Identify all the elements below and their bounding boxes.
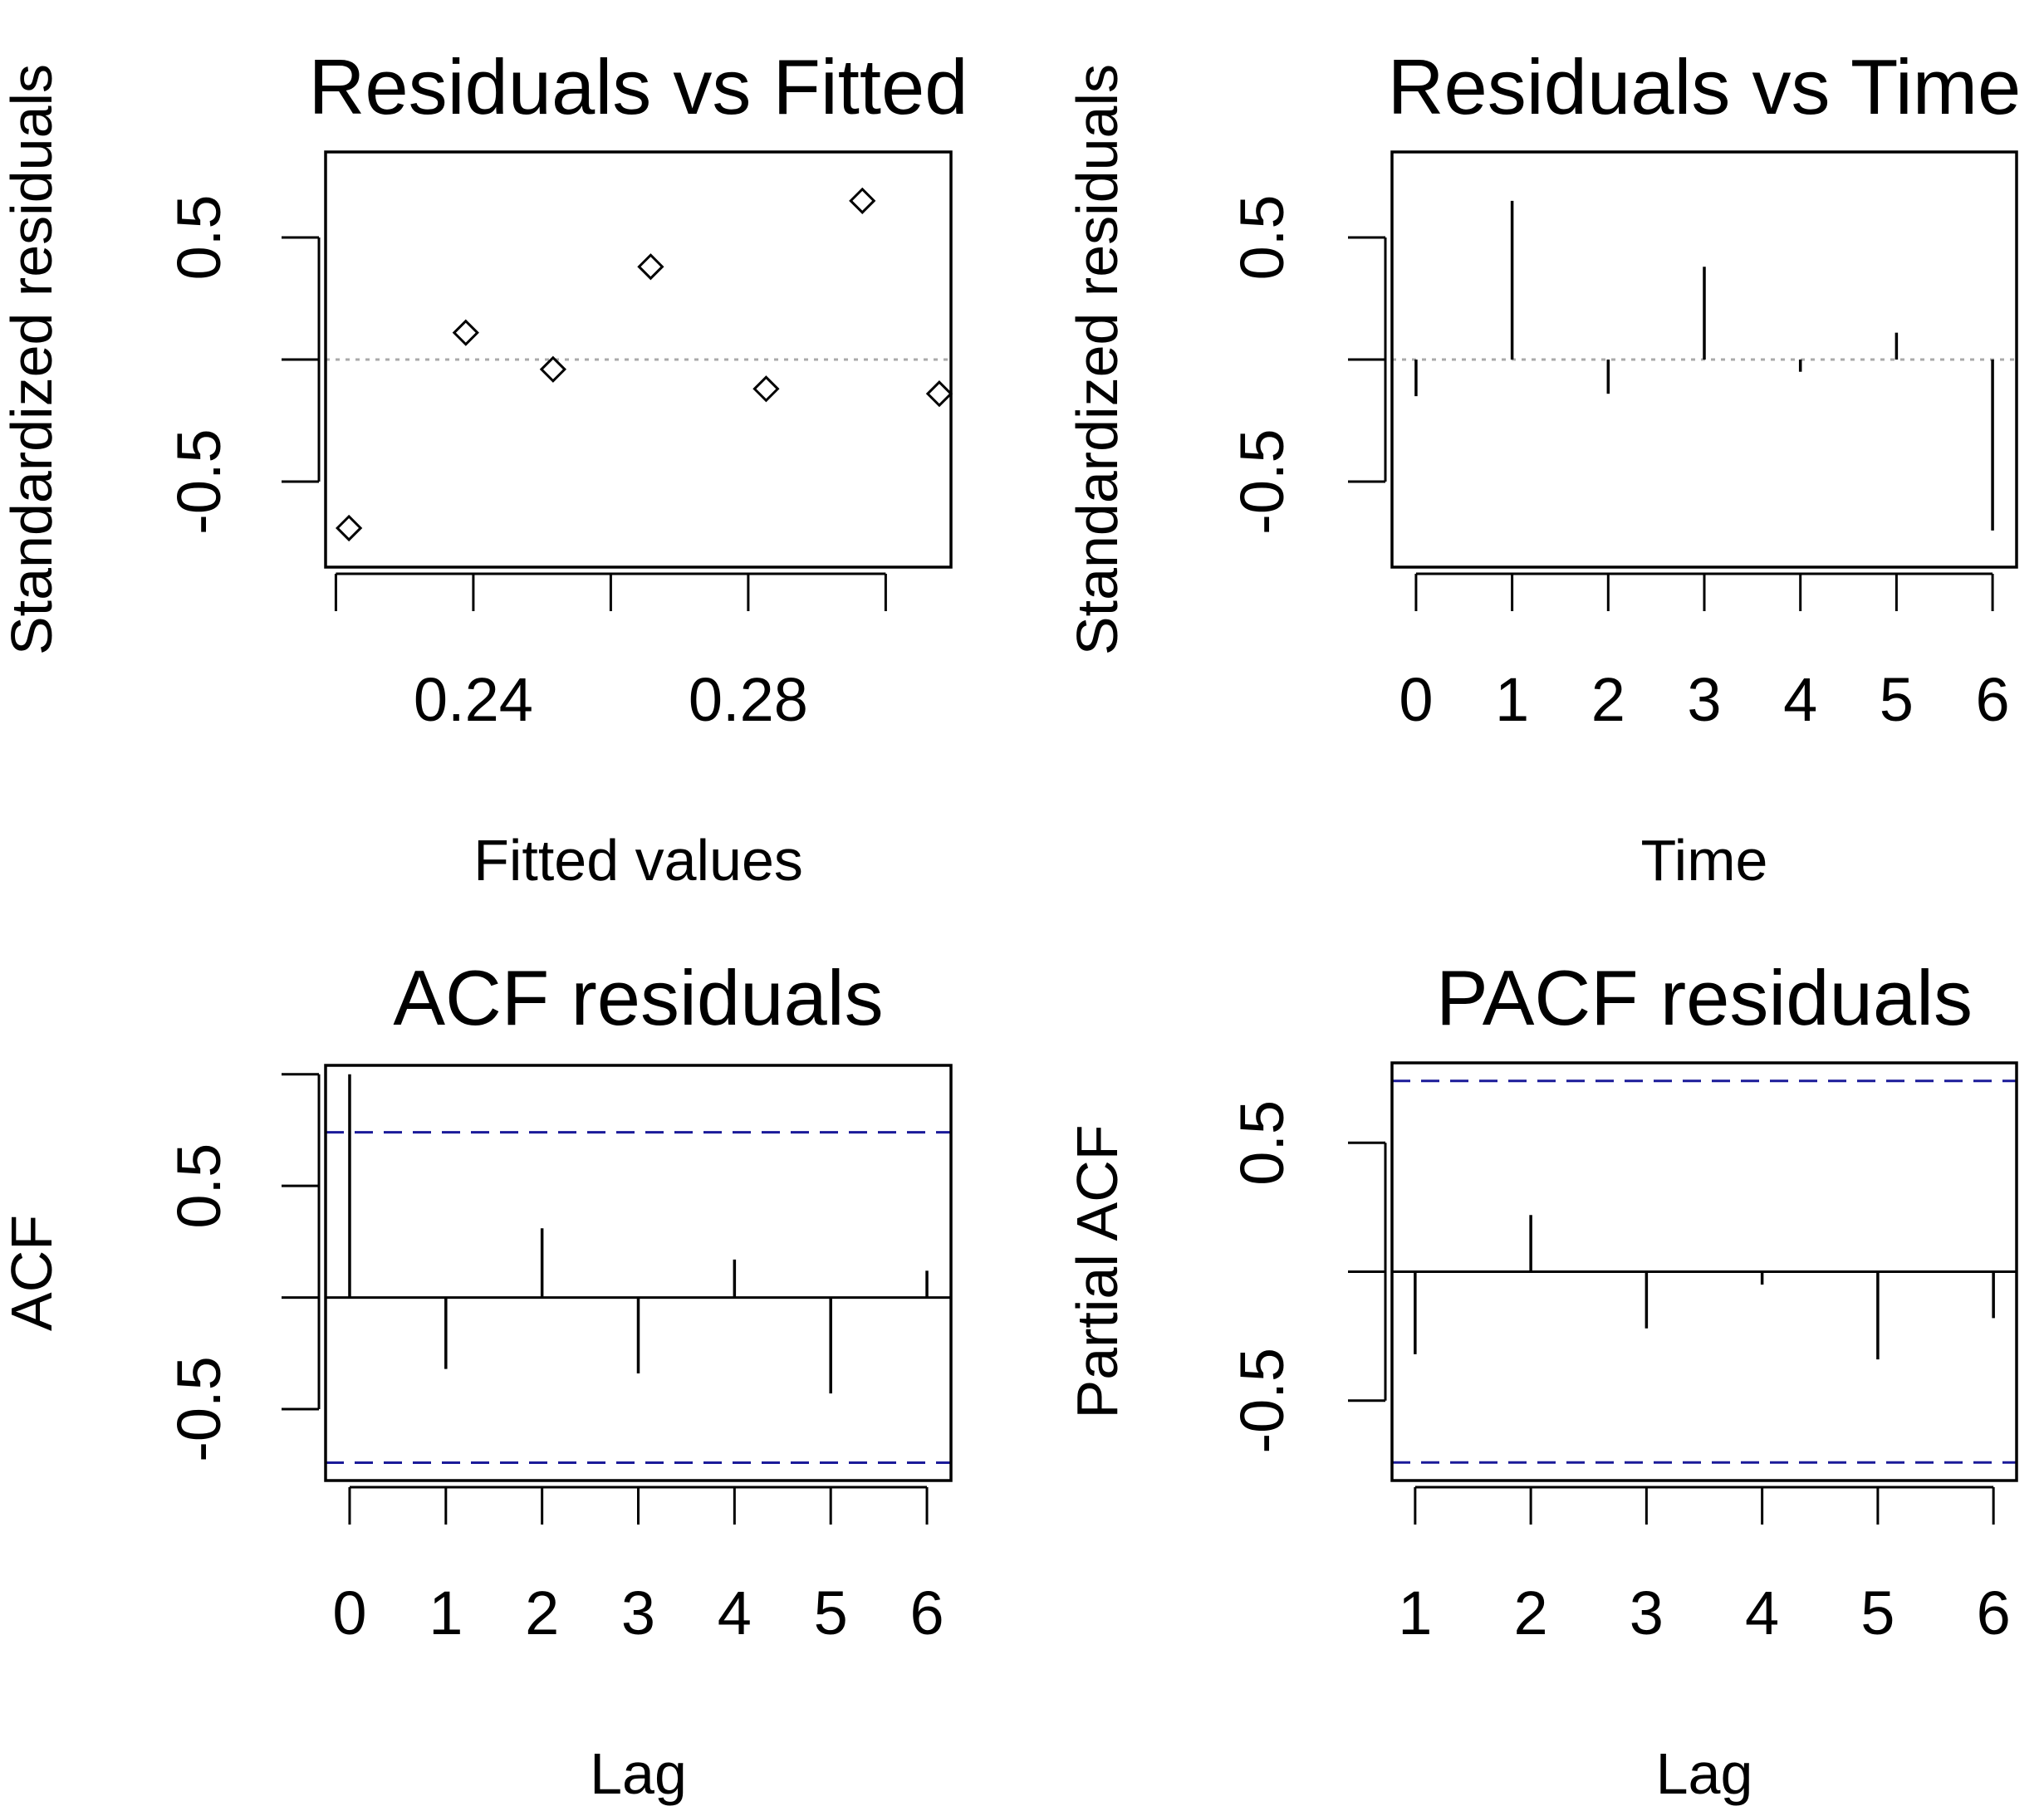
x-tick-label: 5 xyxy=(814,1579,848,1647)
y-tick-label: 0.5 xyxy=(164,195,233,281)
y-tick-label: -0.5 xyxy=(164,1356,233,1462)
chart-panel-1: Residuals vs Fitted 0.24 0.28 Fitted values… xyxy=(0,43,968,893)
chart-title: PACF residuals xyxy=(1436,954,1973,1041)
x-tick-label: 6 xyxy=(909,1579,944,1647)
y-tick-label: 0.5 xyxy=(1228,1100,1296,1186)
plot-frame xyxy=(324,1064,953,1482)
plot-frame xyxy=(1390,1061,2018,1482)
chart-title: ACF residuals xyxy=(393,954,883,1041)
x-tick-label: 1 xyxy=(1495,665,1529,734)
data-point xyxy=(637,253,664,281)
x-tick-label: 4 xyxy=(718,1579,752,1647)
x-axis-label: Lag xyxy=(1656,1741,1753,1806)
x-tick-label: 0.24 xyxy=(414,665,533,734)
data-point xyxy=(849,187,876,214)
data-point xyxy=(336,514,363,542)
x-tick-label: 3 xyxy=(1630,1579,1664,1647)
y-axis-label: Partial ACF xyxy=(1065,1125,1130,1419)
data-point xyxy=(539,355,567,383)
data-point xyxy=(752,375,780,403)
x-tick-label: 6 xyxy=(1975,665,2009,734)
plot-frame xyxy=(324,150,953,569)
x-axis-label: Lag xyxy=(590,1741,687,1806)
x-tick-label: 5 xyxy=(1860,1579,1894,1647)
x-tick-label: 0 xyxy=(1399,665,1433,734)
chart-title: Residuals vs Fitted xyxy=(308,43,968,130)
x-tick-label: 1 xyxy=(429,1579,463,1647)
chart-title: Residuals vs Time xyxy=(1388,43,2022,130)
x-tick-label: 2 xyxy=(1591,665,1625,734)
chart-panel-4: PACF residuals 1 2 3 4 5 6 Lag -0.5 0.5 Partial AC… xyxy=(1065,954,2018,1806)
y-tick-label: -0.5 xyxy=(164,428,233,535)
y-tick-label: 0.5 xyxy=(1228,195,1296,281)
data-point xyxy=(452,319,479,346)
x-tick-label: 4 xyxy=(1745,1579,1779,1647)
chart-panel-2: Residuals vs Time 0 1 2 3 4 5 6 Time -0.5 0.5 Stand… xyxy=(1065,43,2021,893)
y-tick-label: 0.5 xyxy=(164,1143,233,1229)
y-axis-label: Standardized residuals xyxy=(1065,64,1130,655)
x-tick-label: 2 xyxy=(1514,1579,1548,1647)
y-axis-label: Standardized residuals xyxy=(0,64,64,655)
y-tick-label: -0.5 xyxy=(1228,428,1296,535)
x-axis-label: Fitted values xyxy=(473,828,803,893)
data-point xyxy=(925,380,953,408)
x-tick-label: 4 xyxy=(1783,665,1817,734)
x-axis-label: Time xyxy=(1641,828,1768,893)
x-tick-label: 0 xyxy=(332,1579,366,1647)
y-tick-label: -0.5 xyxy=(1228,1348,1296,1454)
x-tick-label: 3 xyxy=(1687,665,1721,734)
x-tick-label: 0.28 xyxy=(689,665,808,734)
x-tick-label: 2 xyxy=(525,1579,559,1647)
y-axis-label: ACF xyxy=(0,1215,64,1331)
x-tick-label: 3 xyxy=(621,1579,655,1647)
plot-frame xyxy=(1390,150,2018,569)
x-tick-label: 6 xyxy=(1977,1579,2011,1647)
chart-panel-3: ACF residuals 0 1 2 3 4 5 6 Lag -0.5 0.5 ACF xyxy=(0,954,953,1806)
x-tick-label: 1 xyxy=(1398,1579,1432,1647)
x-tick-label: 5 xyxy=(1880,665,1914,734)
